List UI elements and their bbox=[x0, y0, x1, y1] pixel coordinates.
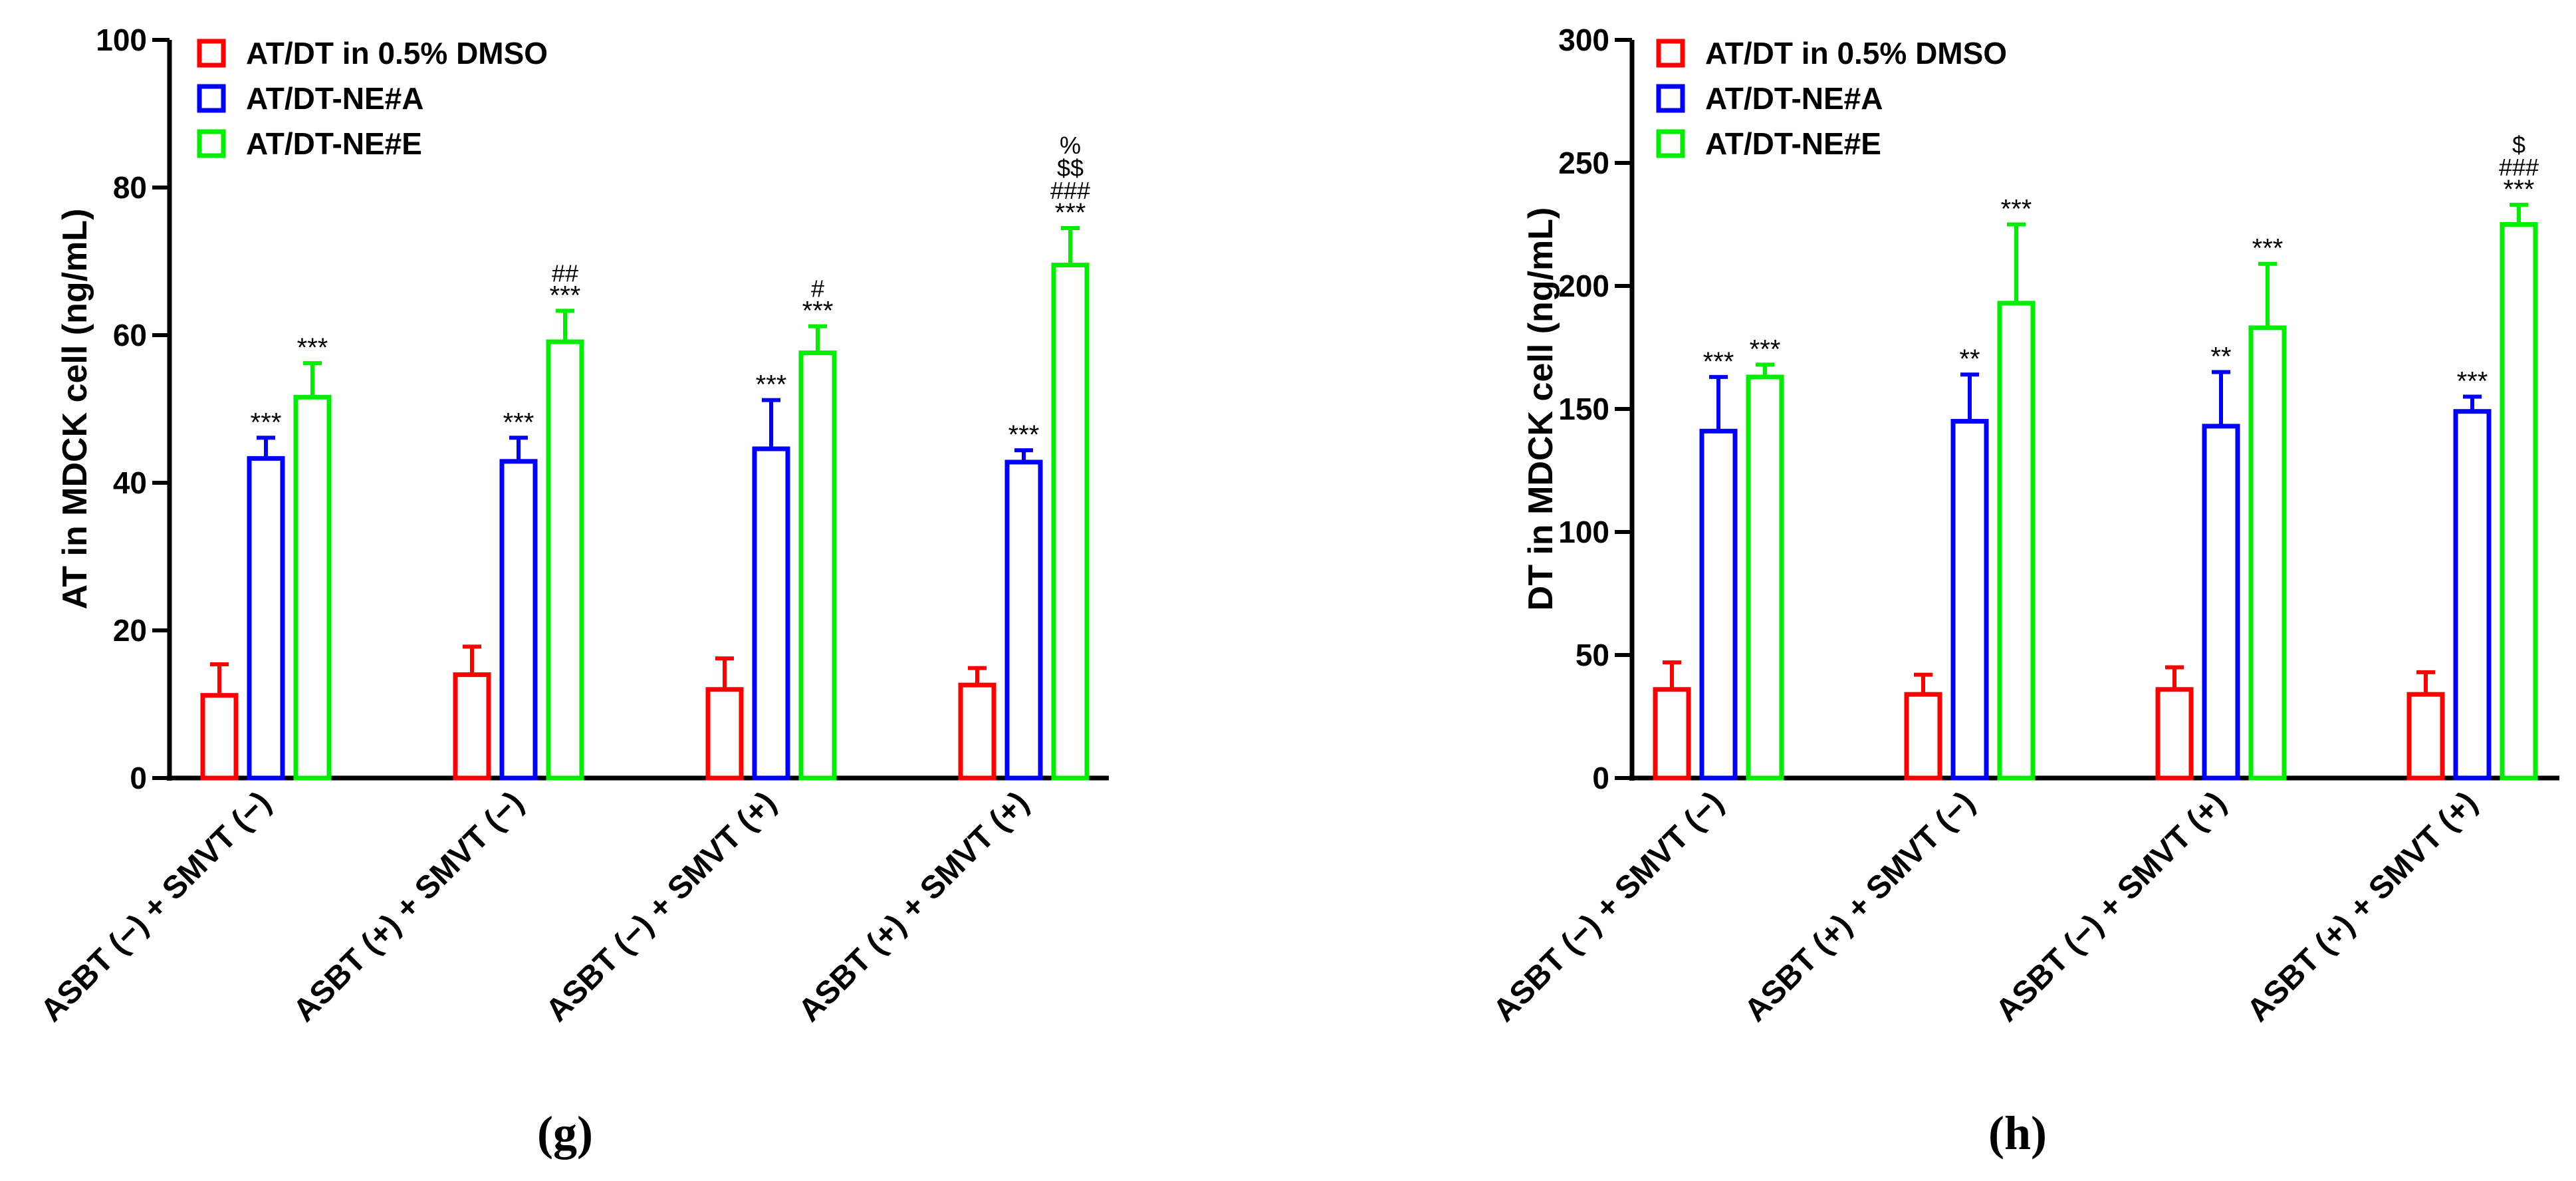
x-tick-label: ASBT (+) + SMVT (−) bbox=[287, 785, 530, 1029]
x-tick-label: ASBT (+) + SMVT (+) bbox=[2240, 785, 2484, 1029]
y-tick-label: 150 bbox=[1558, 392, 1609, 426]
significance-label: $ bbox=[2512, 131, 2525, 158]
significance-label: *** bbox=[1750, 334, 1781, 364]
bar bbox=[1904, 692, 1942, 781]
y-tick-label: 80 bbox=[113, 170, 147, 205]
bar bbox=[1699, 428, 1738, 781]
bar bbox=[705, 687, 744, 781]
significance-label: # bbox=[811, 275, 824, 303]
bar bbox=[1653, 687, 1691, 781]
legend-label: AT/DT-NE#A bbox=[1705, 81, 1883, 116]
bar bbox=[1997, 301, 2036, 781]
significance-label: *** bbox=[2001, 195, 2032, 224]
legend-swatch bbox=[197, 39, 226, 68]
y-axis-label: DT in MDCK cell (ng/mL) bbox=[1522, 207, 1560, 611]
legend-label: AT/DT in 0.5% DMSO bbox=[1705, 36, 2007, 70]
significance-label: *** bbox=[1008, 420, 1040, 450]
x-tick-label: ASBT (+) + SMVT (−) bbox=[1738, 785, 1982, 1029]
y-axis-label: AT in MDCK cell (ng/mL) bbox=[56, 209, 94, 610]
significance-label: $$ bbox=[1057, 154, 1084, 182]
legend-label: AT/DT-NE#E bbox=[1705, 126, 1881, 161]
bar bbox=[1950, 419, 1989, 781]
bar bbox=[546, 339, 584, 781]
legend-label: AT/DT-NE#A bbox=[246, 81, 424, 116]
bar bbox=[2202, 424, 2240, 781]
panel-label: (g) bbox=[537, 1107, 593, 1160]
significance-label: *** bbox=[297, 333, 328, 362]
legend-swatch bbox=[1656, 84, 1685, 113]
significance-label: ** bbox=[1959, 344, 1980, 374]
significance-label: ### bbox=[2499, 154, 2539, 181]
legend-swatch bbox=[1656, 39, 1685, 68]
significance-label: *** bbox=[802, 297, 834, 326]
y-tick-label: 60 bbox=[113, 318, 147, 352]
legend-swatch bbox=[1656, 129, 1685, 158]
bar bbox=[499, 459, 538, 781]
y-tick-label: 100 bbox=[96, 23, 147, 57]
bar bbox=[798, 350, 837, 781]
legend-swatch bbox=[197, 84, 226, 113]
significance-label: *** bbox=[2504, 175, 2535, 204]
y-tick-label: 20 bbox=[113, 613, 147, 648]
legend-label: AT/DT in 0.5% DMSO bbox=[246, 36, 548, 70]
significance-label: % bbox=[1060, 132, 1081, 159]
significance-label: ## bbox=[552, 259, 578, 287]
x-tick-label: ASBT (−) + SMVT (−) bbox=[1486, 785, 1730, 1029]
significance-label: *** bbox=[1703, 347, 1734, 376]
significance-label: *** bbox=[251, 408, 282, 437]
significance-label: *** bbox=[756, 370, 787, 400]
x-tick-label: ASBT (−) + SMVT (−) bbox=[34, 785, 278, 1029]
significance-label: ** bbox=[2210, 342, 2231, 372]
x-tick-label: ASBT (−) + SMVT (+) bbox=[1989, 785, 2233, 1029]
bar bbox=[2406, 692, 2445, 781]
legend-label: AT/DT-NE#E bbox=[246, 126, 422, 161]
bar bbox=[2248, 325, 2287, 781]
bar bbox=[2155, 687, 2194, 781]
significance-label: ### bbox=[1050, 177, 1090, 204]
y-tick-label: 50 bbox=[1576, 638, 1609, 672]
bar bbox=[1051, 263, 1090, 781]
bar bbox=[293, 394, 332, 781]
significance-label: *** bbox=[2252, 234, 2283, 263]
legend-swatch bbox=[197, 129, 226, 158]
y-tick-label: 40 bbox=[113, 465, 147, 500]
panel-label: (h) bbox=[1988, 1107, 2047, 1160]
bar bbox=[247, 456, 285, 781]
y-tick-label: 100 bbox=[1558, 515, 1609, 549]
significance-label: *** bbox=[550, 281, 581, 310]
significance-label: *** bbox=[2457, 367, 2488, 396]
x-tick-label: ASBT (+) + SMVT (+) bbox=[792, 785, 1036, 1029]
significance-label: *** bbox=[503, 408, 534, 437]
chart-panel-h: 0 50 100 150 200 250 300 DT in MDCK cell (ng/mL… bbox=[1486, 23, 2559, 1160]
bar bbox=[958, 682, 996, 781]
bar bbox=[2453, 409, 2492, 781]
y-tick-label: 300 bbox=[1558, 23, 1609, 57]
chart-panel-g: 0 20 40 60 80 100 AT in MDCK cell (ng/mL) *** **… bbox=[34, 23, 1109, 1160]
bar bbox=[453, 672, 491, 781]
y-tick-label: 250 bbox=[1558, 146, 1609, 180]
significance-label: *** bbox=[1055, 198, 1086, 227]
y-tick-label: 0 bbox=[1592, 761, 1609, 795]
y-tick-label: 200 bbox=[1558, 269, 1609, 303]
bar bbox=[200, 693, 239, 781]
bar bbox=[752, 446, 790, 781]
bar bbox=[1746, 374, 1784, 781]
bar bbox=[2500, 222, 2538, 781]
y-tick-label: 0 bbox=[130, 761, 147, 795]
bar bbox=[1004, 459, 1043, 781]
x-tick-label: ASBT (−) + SMVT (+) bbox=[539, 785, 783, 1029]
